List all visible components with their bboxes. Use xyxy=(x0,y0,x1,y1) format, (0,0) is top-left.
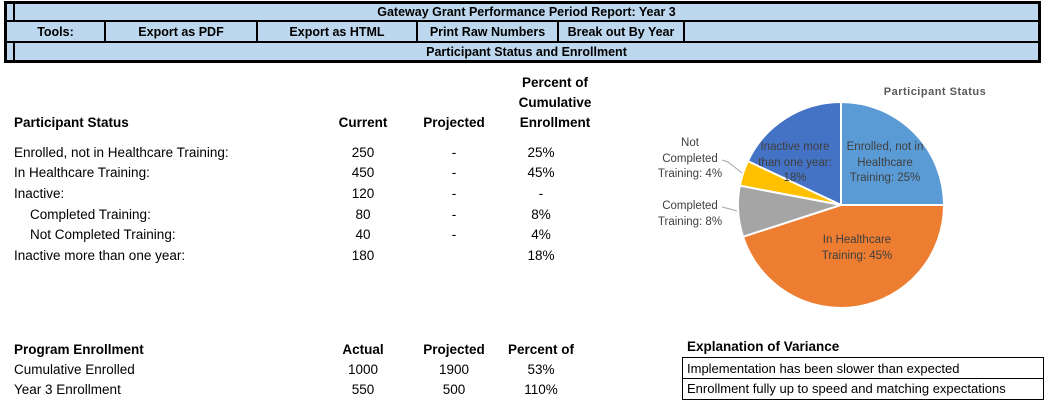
cell-current: 40 xyxy=(355,227,371,243)
variance-box: Implementation has been slower than expe… xyxy=(682,357,1044,400)
variance-entry: Enrollment fully up to speed and matchin… xyxy=(682,377,1044,400)
cell-percent: 4% xyxy=(531,227,551,243)
column-header-current: Current xyxy=(338,114,388,130)
status-table-body: Enrolled, not in Healthcare Training: 25… xyxy=(0,142,630,266)
report-title: Gateway Grant Performance Period Report:… xyxy=(14,3,1039,21)
table-row: Inactive more than one year: 180 18% xyxy=(0,245,630,266)
cell-projected: - xyxy=(451,206,457,222)
section-header: Participant Status and Enrollment xyxy=(14,42,1039,61)
print-raw-numbers-button[interactable]: Print Raw Numbers xyxy=(417,21,558,42)
row-label: Year 3 Enrollment xyxy=(14,381,121,397)
table-row: Not Completed Training: 40 - 4% xyxy=(0,224,630,245)
table-row: Year 3 Enrollment 550 500 110% xyxy=(0,380,630,400)
status-table-title: Participant Status xyxy=(14,114,129,130)
column-header-percent-cumulative: Percent of Cumulative Enrollment xyxy=(518,75,592,130)
variance-title: Explanation of Variance xyxy=(687,339,840,354)
enrollment-table-header: Program Enrollment Actual Projected Perc… xyxy=(0,340,630,359)
toolbar-label: Tools: xyxy=(6,21,105,42)
column-header-projected: Projected xyxy=(423,114,485,130)
pie-svg xyxy=(721,100,946,309)
table-row: In Healthcare Training: 450 - 45% xyxy=(0,163,630,184)
report-header: Gateway Grant Performance Period Report:… xyxy=(4,1,1041,63)
pie-slice-4 xyxy=(746,100,842,207)
row-label: Enrolled, not in Healthcare Training: xyxy=(14,144,229,160)
cell-projected: - xyxy=(451,144,457,160)
export-pdf-button[interactable]: Export as PDF xyxy=(105,21,257,42)
pie-label-completed-training: Completed Training: 8% xyxy=(657,200,723,228)
header-spacer-cell xyxy=(6,42,14,61)
pie-slice-1 xyxy=(741,204,946,309)
enrollment-table-body: Cumulative Enrolled 1000 1900 53% Year 3… xyxy=(0,360,630,399)
table-row: Enrolled, not in Healthcare Training: 25… xyxy=(0,142,630,163)
cell-percent: 53% xyxy=(527,362,555,378)
pie-label-not-completed-training: Not Completed Training: 4% xyxy=(657,137,723,180)
cell-percent: 8% xyxy=(531,206,551,222)
row-label: Inactive: xyxy=(14,185,65,201)
break-out-by-year-button[interactable]: Break out By Year xyxy=(558,21,684,42)
cell-percent: 25% xyxy=(527,144,555,160)
pie-label-enrolled-not-in-healthcare: Enrolled, not in Healthcare Training: 25… xyxy=(846,141,924,184)
pie-label-in-healthcare-training: In Healthcare Training: 45% xyxy=(821,234,893,262)
row-label: In Healthcare Training: xyxy=(14,165,150,181)
cell-percent: 18% xyxy=(527,247,555,263)
column-header-actual: Actual xyxy=(342,342,384,357)
row-label: Completed Training: xyxy=(30,206,151,222)
cell-current: 250 xyxy=(351,144,375,160)
cell-projected: 1900 xyxy=(438,362,470,378)
header-spacer-cell xyxy=(6,3,14,21)
pie-label-inactive-more-than-one-year: Inactive more than one year: 18% xyxy=(758,141,832,184)
cell-actual: 550 xyxy=(351,381,375,397)
enrollment-table-title: Program Enrollment xyxy=(14,342,144,357)
row-label: Inactive more than one year: xyxy=(14,247,186,263)
leader-line xyxy=(721,159,743,174)
table-row: Completed Training: 80 - 8% xyxy=(0,204,630,225)
pie-slice-0 xyxy=(840,100,946,206)
row-label: Cumulative Enrolled xyxy=(14,362,135,378)
cell-current: 120 xyxy=(351,185,375,201)
leader-line xyxy=(721,206,738,212)
cell-current: 80 xyxy=(355,206,371,222)
cell-projected: - xyxy=(451,165,457,181)
cell-percent: 110% xyxy=(524,381,558,397)
column-header-projected: Projected xyxy=(423,342,485,357)
cell-current: 180 xyxy=(351,247,375,263)
status-table-header: Participant Status Current Projected xyxy=(0,112,630,132)
cell-actual: 1000 xyxy=(347,362,379,378)
cell-projected: - xyxy=(451,185,457,201)
column-header-percent-of: Percent of xyxy=(507,342,575,357)
cell-projected: 500 xyxy=(442,381,466,397)
export-html-button[interactable]: Export as HTML xyxy=(257,21,417,42)
participant-status-pie-chart: Participant Status Inactive more than on… xyxy=(630,78,1049,318)
chart-title: Participant Status xyxy=(883,86,987,98)
cell-percent: 45% xyxy=(527,165,555,181)
cell-current: 450 xyxy=(351,165,375,181)
row-label: Not Completed Training: xyxy=(30,227,176,243)
variance-entry: Implementation has been slower than expe… xyxy=(682,357,1044,379)
cell-projected: - xyxy=(451,227,457,243)
table-row: Cumulative Enrolled 1000 1900 53% xyxy=(0,360,630,380)
cell-percent: - xyxy=(538,185,544,201)
toolbar-empty-cell xyxy=(684,21,1039,42)
table-row: Inactive: 120 - - xyxy=(0,183,630,204)
